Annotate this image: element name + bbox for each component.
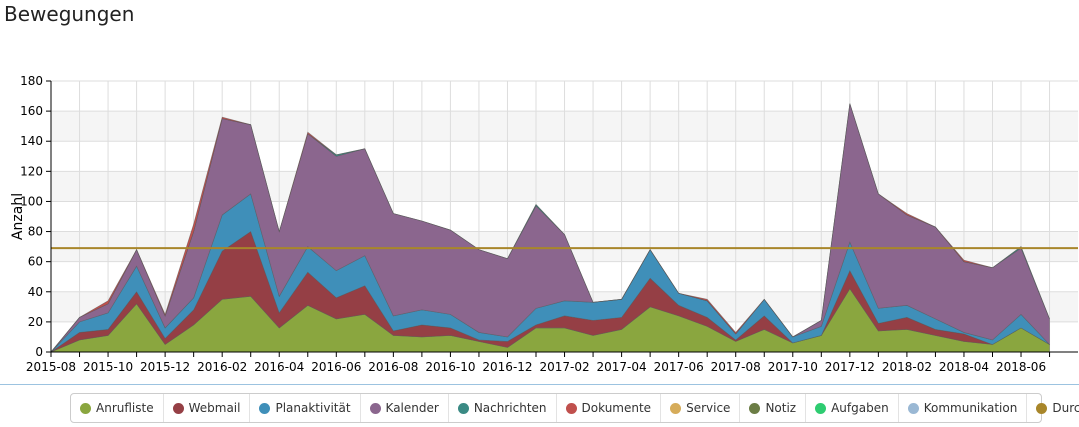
legend-dot-icon: [80, 402, 91, 414]
legend-label: Anrufliste: [96, 401, 154, 415]
legend-label: Webmail: [188, 401, 241, 415]
legend-dot-icon: [670, 402, 682, 414]
x-tick-label: 2017-06: [654, 360, 704, 374]
legend-dot-icon: [565, 402, 577, 414]
legend-label: Kommunikation: [923, 401, 1018, 415]
legend-item-anrufliste[interactable]: Anrufliste: [71, 394, 164, 422]
legend-item-nachrichten[interactable]: Nachrichten: [449, 394, 557, 422]
legend-dot-icon: [749, 402, 761, 414]
legend-dot-icon: [907, 402, 919, 414]
legend: Anrufliste Webmail Planaktivität Kalender Na…: [70, 393, 1079, 423]
legend-label: Nachrichten: [473, 401, 547, 415]
x-tick-label: 2016-06: [311, 360, 361, 374]
legend-label: Kalender: [385, 401, 439, 415]
x-tick-label: 2017-10: [768, 360, 818, 374]
legend-dot-icon: [259, 402, 271, 414]
x-tick-label: 2016-10: [425, 360, 475, 374]
y-tick-label: 160: [20, 104, 43, 118]
y-axis-label: Anzahl: [10, 193, 26, 240]
legend-item-service[interactable]: Service: [661, 394, 741, 422]
x-tick-label: 2018-04: [939, 360, 989, 374]
x-tick-label: 2015-08: [26, 360, 76, 374]
chart-title: Bewegungen: [4, 2, 135, 26]
legend-label: Planaktivität: [275, 401, 351, 415]
y-tick-label: 0: [35, 345, 43, 359]
divider: [0, 384, 1079, 385]
legend-dot-icon: [457, 402, 469, 414]
x-tick-label: 2016-08: [368, 360, 418, 374]
x-tick-label: 2017-12: [825, 360, 875, 374]
x-tick-label: 2015-12: [140, 360, 190, 374]
legend-label: Service: [686, 401, 731, 415]
stacked-area-chart: 0 20 40 60 80 100 120 140 160 180 2015-08 2015-10 20…: [10, 74, 1078, 374]
legend-dot-icon: [815, 402, 827, 414]
y-tick-label: 20: [28, 315, 43, 329]
legend-item-dokumente[interactable]: Dokumente: [557, 394, 662, 422]
y-tick-label: 180: [20, 74, 43, 88]
x-tick-label: 2018-06: [996, 360, 1046, 374]
x-tick-label: 2015-10: [83, 360, 133, 374]
legend-dot-icon: [1036, 402, 1048, 414]
x-tick-label: 2016-12: [482, 360, 532, 374]
legend-dot-icon: [172, 402, 184, 414]
legend-item-webmail[interactable]: Webmail: [164, 394, 251, 422]
y-tick-label: 140: [20, 134, 43, 148]
y-tick-label: 60: [28, 255, 43, 269]
y-tick-label: 120: [20, 164, 43, 178]
y-tick-label: 100: [20, 194, 43, 208]
x-tick-label: 2016-04: [254, 360, 304, 374]
x-tick-label: 2017-02: [539, 360, 589, 374]
legend-label: Durchschnitt: [1052, 401, 1079, 415]
x-tick-label: 2017-04: [597, 360, 647, 374]
legend-label: Dokumente: [581, 401, 652, 415]
legend-item-durchschnitt[interactable]: Durchschnitt: [1027, 394, 1079, 422]
legend-item-kommunikation[interactable]: Kommunikation: [899, 394, 1028, 422]
legend-item-aufgaben[interactable]: Aufgaben: [806, 394, 899, 422]
y-tick-label: 40: [28, 285, 43, 299]
x-tick-label: 2016-02: [197, 360, 247, 374]
y-tick-label: 80: [28, 225, 43, 239]
x-tick-label: 2018-02: [882, 360, 932, 374]
legend-item-notiz[interactable]: Notiz: [740, 394, 807, 422]
x-tick-label: 2017-08: [711, 360, 761, 374]
legend-label: Notiz: [765, 401, 797, 415]
legend-item-kalender[interactable]: Kalender: [361, 394, 449, 422]
legend-item-planaktivität[interactable]: Planaktivität: [250, 394, 361, 422]
legend-dot-icon: [369, 402, 381, 414]
legend-label: Aufgaben: [831, 401, 889, 415]
